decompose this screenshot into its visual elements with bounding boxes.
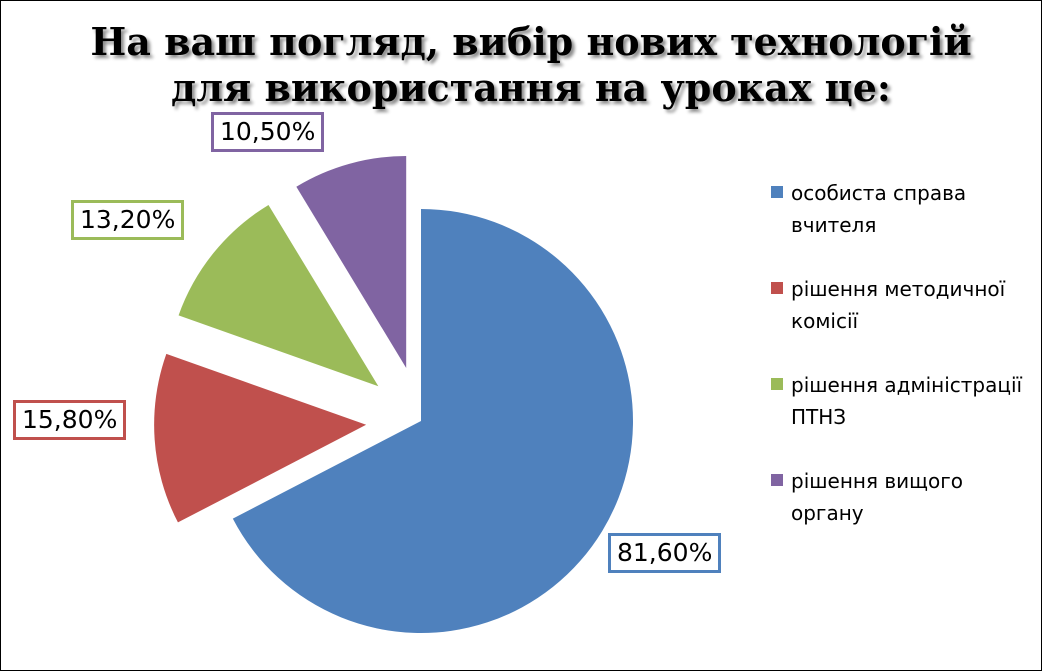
legend-label-2: рішення адміністрації ПТНЗ (791, 373, 1023, 429)
pie-slice-2 (178, 204, 379, 387)
chart-title-line-2: для використання на уроках це: (171, 65, 891, 110)
legend-swatch-3 (771, 474, 783, 486)
legend-label-3: рішення вищого органу (791, 469, 964, 525)
chart-title: На ваш погляд, вибір нових технологій дл… (1, 19, 1042, 111)
data-label-0: 81,60% (608, 533, 722, 573)
legend-swatch-1 (771, 282, 783, 294)
legend-swatch-0 (771, 186, 783, 198)
legend-swatch-2 (771, 378, 783, 390)
data-label-1: 15,80% (13, 400, 127, 440)
pie-slice-0 (232, 209, 633, 633)
pie-slice-3 (296, 156, 407, 369)
legend-label-1: рішення методичної комісії (791, 277, 1006, 333)
legend-label-0: особиста справа вчителя (791, 181, 967, 237)
data-label-2: 13,20% (71, 200, 185, 240)
chart-title-line-1: На ваш погляд, вибір нових технологій (90, 19, 972, 64)
data-label-3: 10,50% (211, 112, 325, 152)
pie-slice-1 (154, 353, 367, 523)
